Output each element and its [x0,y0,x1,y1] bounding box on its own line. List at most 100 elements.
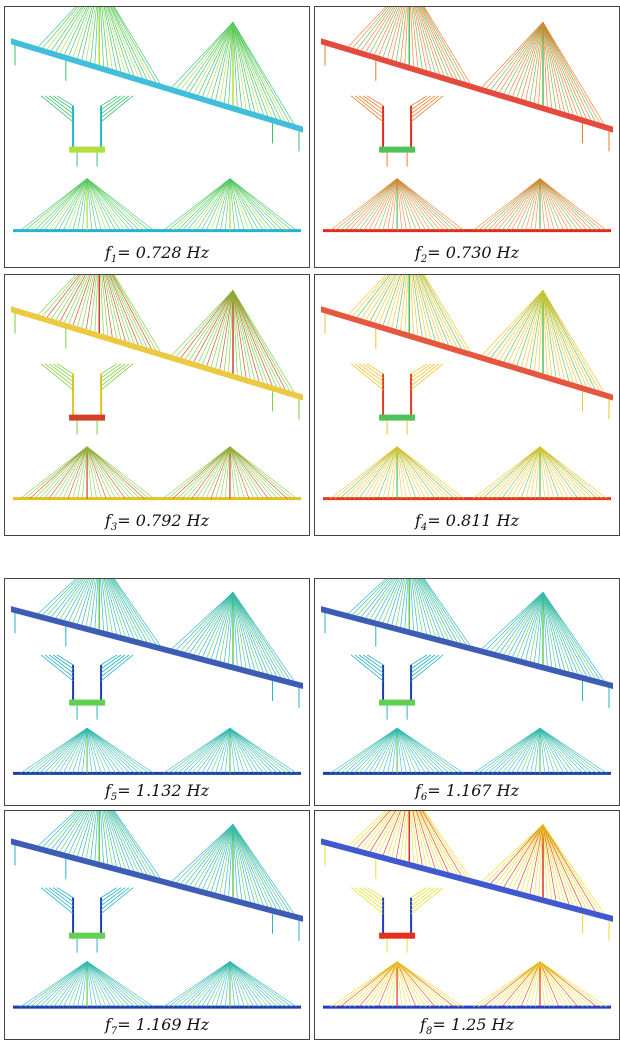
stay-cable [410,579,414,631]
stay-cable [229,961,293,1008]
stay-cable [81,579,94,625]
stay-cable [539,961,579,1008]
stay-cable [77,7,93,59]
stay-cable [539,178,565,231]
caption-symbol: f [420,1014,426,1034]
stay-cable [396,178,465,231]
elevation-view [323,178,611,233]
stay-cable [29,727,88,774]
stay-cable [539,178,593,231]
stay-cable [503,290,544,362]
stay-cable [232,290,286,390]
stay-cable [68,7,90,56]
stay-cable [229,961,240,1008]
stay-cable [224,446,231,499]
stay-cable [374,275,398,323]
stay-cable [369,579,396,620]
stay-cable [210,961,231,1008]
stay-cable [24,178,88,231]
stay-cable [395,579,406,626]
stay-cable [356,579,391,616]
mode-panel-6: f6= 1.167 Hz [314,578,620,806]
stay-cable [111,275,148,348]
cable-section [354,887,384,910]
stay-cable [82,961,88,1008]
stay-cable [86,178,126,231]
stay-cable [229,961,269,1008]
stay-cable [34,178,88,231]
frequency-caption: f3= 0.792 Hz [5,511,309,533]
stay-cable [501,727,541,774]
stay-cable [86,961,150,1008]
stay-cable [368,446,398,499]
frequency-caption: f5= 1.132 Hz [5,781,309,803]
stay-cable [86,961,145,1008]
stay-cable [396,178,412,231]
stay-cable [361,811,393,850]
stay-cable [111,7,148,80]
stay-cable [361,275,393,319]
cable-section [48,95,74,115]
stay-cable [171,824,234,882]
stay-cable [232,290,256,381]
stay-cable [413,579,427,634]
stay-cable [232,22,277,119]
stay-cable [197,824,234,889]
stay-cable [396,728,422,774]
stay-cable [539,446,579,499]
stay-cable [542,824,592,911]
stay-cable [109,811,139,873]
elevation-view [13,178,301,233]
stay-cable [229,728,245,774]
stay-cable [372,728,398,774]
stay-cable [167,178,231,231]
stay-cable [372,446,398,499]
stay-cable [539,727,608,774]
stay-cable [423,7,467,83]
stay-cable [229,727,288,774]
stay-cable [232,592,243,667]
stay-cable [542,290,600,391]
stay-cable [68,275,90,324]
stay-cable [177,961,231,1008]
stay-cable [29,961,88,1008]
stay-cable [39,446,88,499]
stay-cable [361,579,393,617]
stay-cable [229,178,255,231]
stay-cable [414,275,432,340]
cable-section [410,95,440,119]
stay-cable [396,727,441,774]
stay-cable [481,591,544,649]
stay-cable [542,290,557,378]
stay-cable [542,592,566,671]
cable-section [410,887,444,914]
stay-cable [171,21,234,88]
stay-cable [232,824,269,907]
bridge-mode-drawing [11,811,303,1009]
stay-cable [533,22,544,103]
stay-cable [77,275,93,327]
stay-cable [232,824,264,906]
stay-cable [39,178,88,231]
stay-cable [53,961,88,1008]
stay-cable [396,446,431,499]
stay-cable [181,961,231,1008]
perspective-view [11,579,303,708]
stay-cable [81,7,94,60]
cross-section-view [40,95,134,167]
cross-section-view [350,654,444,720]
stay-cable [542,22,570,114]
elevation-view [323,961,611,1009]
stay-cable [82,728,88,774]
stay-cable [539,961,555,1008]
stay-cable [511,178,541,231]
stay-cable [72,7,91,58]
stay-cable [539,961,598,1008]
stay-cable [51,579,83,617]
stay-cable [396,961,441,1008]
stay-cable [404,579,409,629]
stay-cable [72,446,88,499]
stay-cable [542,824,553,900]
stay-cable [472,727,541,774]
stay-cable [501,178,541,231]
